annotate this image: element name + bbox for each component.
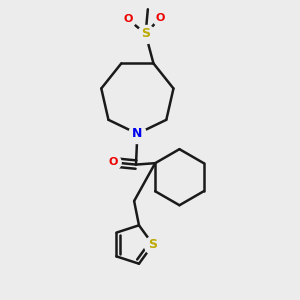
Text: S: S	[141, 27, 150, 40]
Text: N: N	[132, 127, 142, 140]
Text: O: O	[108, 157, 118, 167]
Text: O: O	[155, 13, 165, 23]
Text: S: S	[148, 238, 158, 251]
Text: O: O	[124, 14, 133, 24]
